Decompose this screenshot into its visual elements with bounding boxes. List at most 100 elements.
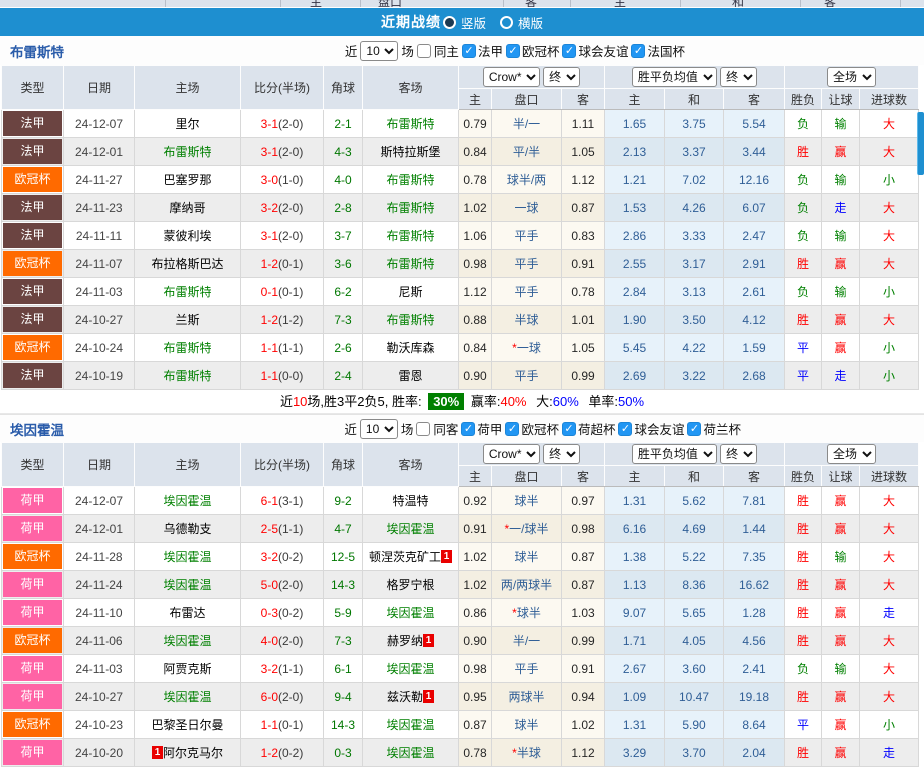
match-date: 24-12-01 <box>63 514 135 543</box>
layout-radio-horizontal[interactable] <box>500 15 513 29</box>
goals-cell: 小 <box>859 710 920 739</box>
away-team[interactable]: 布雷斯特 <box>362 165 459 194</box>
home-team[interactable]: 1 阿尔克马尔 <box>134 738 241 767</box>
away-team[interactable]: 布雷斯特 <box>362 193 459 222</box>
league-checkbox[interactable]: ✓ <box>461 421 476 436</box>
handicap-result-cell: 赢 <box>821 682 861 711</box>
home-team[interactable]: 埃因霍温 <box>134 626 241 655</box>
home-team[interactable]: 布雷斯特 <box>134 137 241 166</box>
match-date: 24-10-23 <box>63 710 135 739</box>
mean-time-select[interactable]: 终 <box>720 67 758 87</box>
home-team[interactable]: 巴塞罗那 <box>134 165 241 194</box>
away-team[interactable]: 埃因霍温 <box>362 738 459 767</box>
away-team[interactable]: 埃因霍温 <box>362 514 459 543</box>
odds-time-select[interactable]: 终 <box>543 67 581 87</box>
away-team[interactable]: 布雷斯特 <box>362 109 459 138</box>
corner-score: 3-7 <box>323 221 363 250</box>
home-team[interactable]: 埃因霍温 <box>134 486 241 515</box>
scope-select[interactable]: 全场 <box>827 67 877 87</box>
league-checkbox[interactable]: ✓ <box>561 421 576 436</box>
result-cell: 平 <box>784 710 823 739</box>
away-team[interactable]: 顿涅茨克矿工 1 <box>362 542 459 571</box>
home-team[interactable]: 布拉格斯巴达 <box>134 249 241 278</box>
mean-odds-select[interactable]: 胜平负均值 <box>631 444 717 464</box>
mean-away-odds: 1.44 <box>722 514 786 543</box>
league-checkbox[interactable]: ✓ <box>687 421 702 436</box>
odds-rate-value: 40% <box>500 394 527 409</box>
handicap-result-cell: 输 <box>821 654 861 683</box>
handicap-result-cell: 赢 <box>821 598 861 627</box>
league-badge: 荷甲 <box>3 572 62 597</box>
league-badge: 欧冠杯 <box>3 544 62 569</box>
team-name: 埃因霍温 <box>10 422 64 438</box>
away-team[interactable]: 赫罗纳 1 <box>362 626 459 655</box>
away-team[interactable]: 埃因霍温 <box>362 710 459 739</box>
filter-controls: 近 10 场 同客 ✓ 荷甲 ✓ 欧冠杯 ✓ 荷超杯 ✓ 球会友谊 ✓ 荷兰杯 <box>344 418 742 439</box>
recent-count-select[interactable]: 10 <box>359 418 398 439</box>
handicap-line: 平/半 <box>491 137 562 166</box>
away-team[interactable]: 布雷斯特 <box>362 221 459 250</box>
home-team[interactable]: 阿贾克斯 <box>134 654 241 683</box>
away-team[interactable]: 布雷斯特 <box>362 305 459 334</box>
league-checkbox[interactable]: ✓ <box>505 43 520 58</box>
home-team[interactable]: 布雷斯特 <box>134 277 241 306</box>
league-checkbox[interactable]: ✓ <box>505 421 520 436</box>
scope-select[interactable]: 全场 <box>827 444 877 464</box>
mean-odds-select[interactable]: 胜平负均值 <box>631 67 717 87</box>
home-team[interactable]: 埃因霍温 <box>134 570 241 599</box>
home-team[interactable]: 布雷斯特 <box>134 333 241 362</box>
home-team[interactable]: 蒙彼利埃 <box>134 221 241 250</box>
away-team[interactable]: 勒沃库森 <box>362 333 459 362</box>
crow-away-odds: 1.05 <box>561 137 605 166</box>
away-team[interactable]: 尼斯 <box>362 277 459 306</box>
crow-home-odds: 1.02 <box>458 542 492 571</box>
corner-score: 2-8 <box>323 193 363 222</box>
odds-company-select[interactable]: Crow* <box>482 444 540 464</box>
red-card-badge: 1 <box>151 746 163 759</box>
home-team[interactable]: 布雷达 <box>134 598 241 627</box>
result-cell: 胜 <box>784 305 823 334</box>
home-team[interactable]: 里尔 <box>134 109 241 138</box>
layout-radio-vertical[interactable] <box>442 15 456 29</box>
recent-count-select[interactable]: 10 <box>360 40 399 61</box>
result-cell: 胜 <box>784 598 823 627</box>
away-team[interactable]: 兹沃勒 1 <box>362 682 459 711</box>
home-team[interactable]: 乌德勒支 <box>134 514 241 543</box>
away-team[interactable]: 埃因霍温 <box>362 598 459 627</box>
home-team[interactable]: 埃因霍温 <box>134 682 241 711</box>
league-checkbox[interactable]: ✓ <box>618 421 633 436</box>
away-team[interactable]: 特温特 <box>362 486 459 515</box>
scrollbar-thumb[interactable] <box>917 112 924 175</box>
same-venue-checkbox[interactable] <box>416 43 431 58</box>
league-checkbox[interactable]: ✓ <box>562 43 577 58</box>
league-badge: 荷甲 <box>3 740 62 765</box>
league-checkbox[interactable]: ✓ <box>461 43 476 58</box>
away-team[interactable]: 雷恩 <box>362 361 459 390</box>
league-label: 球会友谊 <box>578 45 629 59</box>
mean-home-odds: 1.31 <box>604 486 665 515</box>
mean-draw-odds: 3.60 <box>664 654 724 683</box>
col-mean-draw: 和 <box>664 465 724 487</box>
away-team[interactable]: 斯特拉斯堡 <box>362 137 459 166</box>
same-venue-checkbox[interactable] <box>416 421 431 436</box>
league-badge: 欧冠杯 <box>3 335 62 360</box>
match-score: 3-2(0-2) <box>240 542 324 571</box>
home-team[interactable]: 巴黎圣日尔曼 <box>134 710 241 739</box>
away-team[interactable]: 布雷斯特 <box>362 249 459 278</box>
home-team[interactable]: 兰斯 <box>134 305 241 334</box>
home-team[interactable]: 摩纳哥 <box>134 193 241 222</box>
odds-time-select[interactable]: 终 <box>543 444 581 464</box>
home-team[interactable]: 布雷斯特 <box>134 361 241 390</box>
mean-away-odds: 12.16 <box>722 165 786 194</box>
mean-time-select[interactable]: 终 <box>720 444 758 464</box>
match-score: 3-1(2-0) <box>240 137 324 166</box>
away-team[interactable]: 埃因霍温 <box>362 654 459 683</box>
col-crow-home: 主 <box>458 465 492 487</box>
match-score: 5-0(2-0) <box>240 570 324 599</box>
away-team[interactable]: 格罗宁根 <box>362 570 459 599</box>
result-cell: 胜 <box>784 626 823 655</box>
home-team[interactable]: 埃因霍温 <box>134 542 241 571</box>
odds-company-select[interactable]: Crow* <box>482 67 540 87</box>
crow-home-odds: 0.78 <box>458 165 492 194</box>
league-checkbox[interactable]: ✓ <box>631 43 646 58</box>
